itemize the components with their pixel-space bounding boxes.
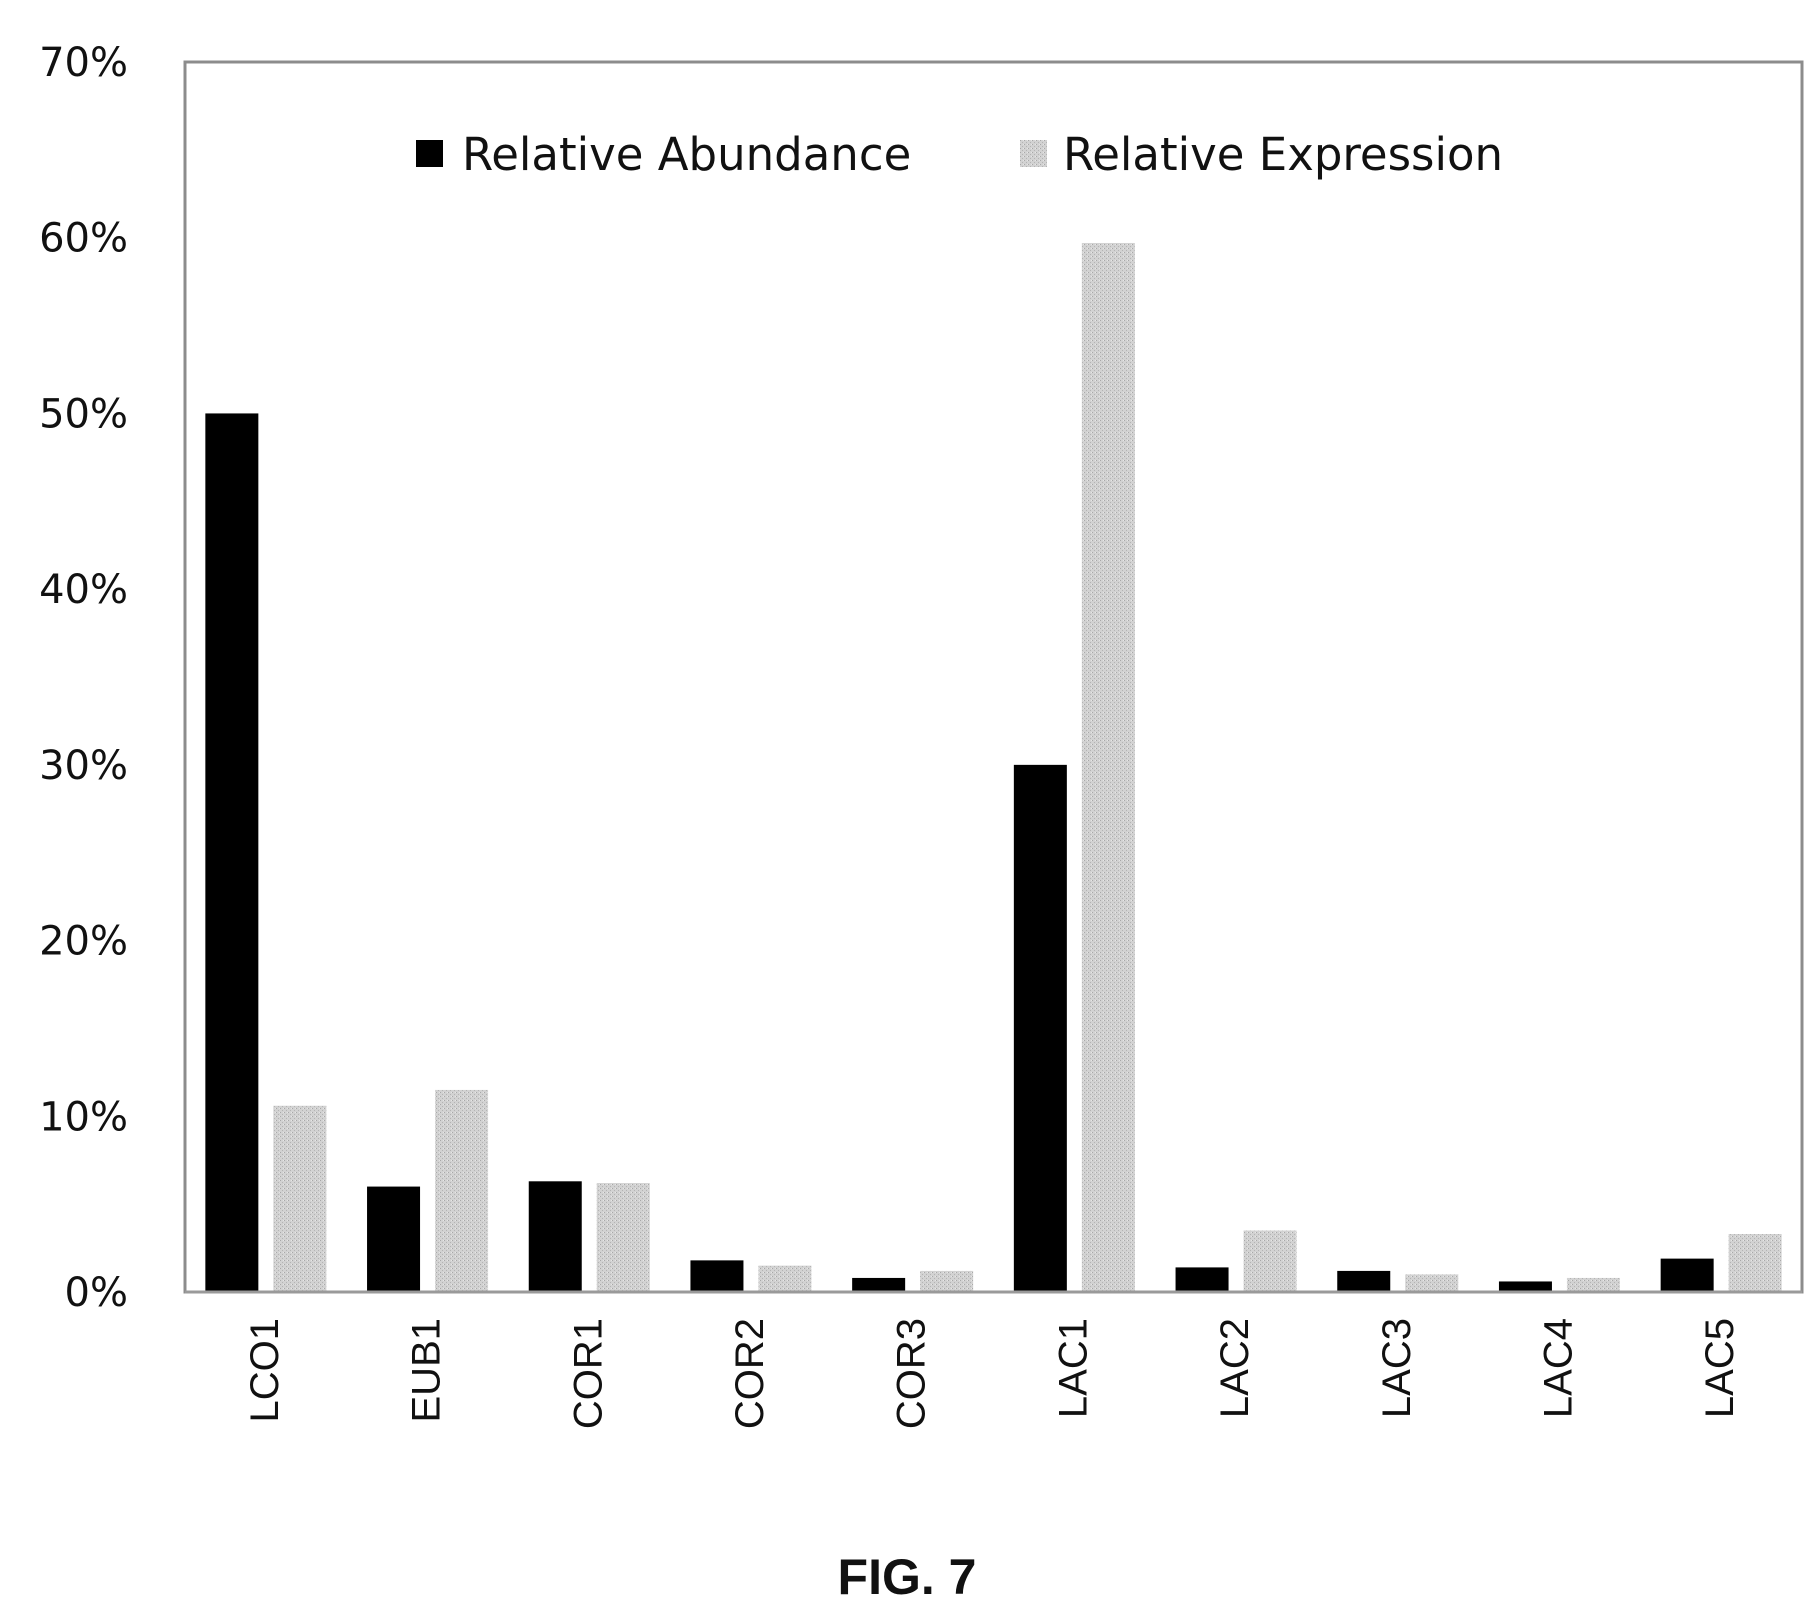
bar-relative-abundance-lac3 — [1337, 1270, 1391, 1292]
y-tick-label: 30% — [39, 743, 128, 789]
bar-relative-expression-cor2 — [758, 1265, 812, 1292]
x-tick-label-lac2: LAC2 — [1213, 1318, 1257, 1418]
bar-relative-abundance-cor3 — [852, 1277, 906, 1292]
x-tick-label-cor1: COR1 — [566, 1318, 610, 1429]
y-tick-label: 10% — [39, 1094, 128, 1140]
x-tick-label-lac1: LAC1 — [1051, 1318, 1095, 1418]
bar-relative-abundance-cor1 — [528, 1181, 582, 1292]
legend-label-relative-expression: Relative Expression — [1063, 128, 1503, 181]
y-axis-ticks: 0% 10% 20% 30% 40% 50% 60% 70% — [39, 40, 128, 1316]
plot-area-frame — [183, 60, 1804, 1294]
bar-relative-expression-cor3 — [920, 1270, 974, 1292]
bar-series — [205, 242, 1782, 1292]
x-tick-label-lco1: LCO1 — [243, 1318, 287, 1423]
x-axis-labels: LCO1 EUB1 COR1 COR2 COR3 LAC1 LAC2 LAC3 LAC4 LAC5 — [243, 1318, 1742, 1429]
x-tick-label-lac3: LAC3 — [1375, 1318, 1419, 1418]
legend-swatch-relative-abundance — [416, 140, 443, 167]
bar-relative-expression-lac4 — [1566, 1277, 1620, 1292]
bar-relative-expression-lac2 — [1243, 1230, 1297, 1292]
bar-relative-expression-lco1 — [273, 1105, 327, 1292]
x-tick-label-cor2: COR2 — [728, 1318, 772, 1429]
bar-relative-abundance-lac5 — [1660, 1258, 1714, 1292]
x-tick-label-cor3: COR3 — [890, 1318, 934, 1429]
x-tick-label-eub1: EUB1 — [405, 1318, 449, 1423]
y-tick-label: 0% — [65, 1270, 128, 1316]
y-tick-label: 40% — [39, 567, 128, 613]
bar-relative-expression-lac1 — [1081, 242, 1135, 1292]
y-tick-label: 60% — [39, 216, 128, 262]
bar-relative-abundance-eub1 — [367, 1186, 421, 1292]
bar-relative-abundance-lac1 — [1013, 764, 1067, 1292]
bar-relative-abundance-lco1 — [205, 413, 259, 1292]
legend-swatch-relative-expression — [1020, 140, 1047, 167]
figure-caption: FIG. 7 — [837, 1549, 977, 1605]
legend-label-relative-abundance: Relative Abundance — [462, 128, 911, 181]
bar-relative-abundance-lac2 — [1175, 1267, 1229, 1292]
bar-relative-abundance-cor2 — [690, 1260, 744, 1292]
y-tick-label: 20% — [39, 919, 128, 965]
y-tick-label: 70% — [39, 40, 128, 86]
x-tick-label-lac4: LAC4 — [1536, 1318, 1580, 1418]
legend: Relative Abundance Relative Expression — [416, 128, 1503, 181]
bar-relative-expression-cor1 — [596, 1183, 650, 1292]
bar-relative-expression-lac3 — [1405, 1274, 1459, 1292]
bar-relative-expression-lac5 — [1728, 1234, 1782, 1292]
x-tick-label-lac5: LAC5 — [1698, 1318, 1742, 1418]
bar-relative-expression-eub1 — [435, 1089, 489, 1292]
y-tick-label: 50% — [39, 391, 128, 437]
bar-relative-abundance-lac4 — [1498, 1281, 1552, 1292]
